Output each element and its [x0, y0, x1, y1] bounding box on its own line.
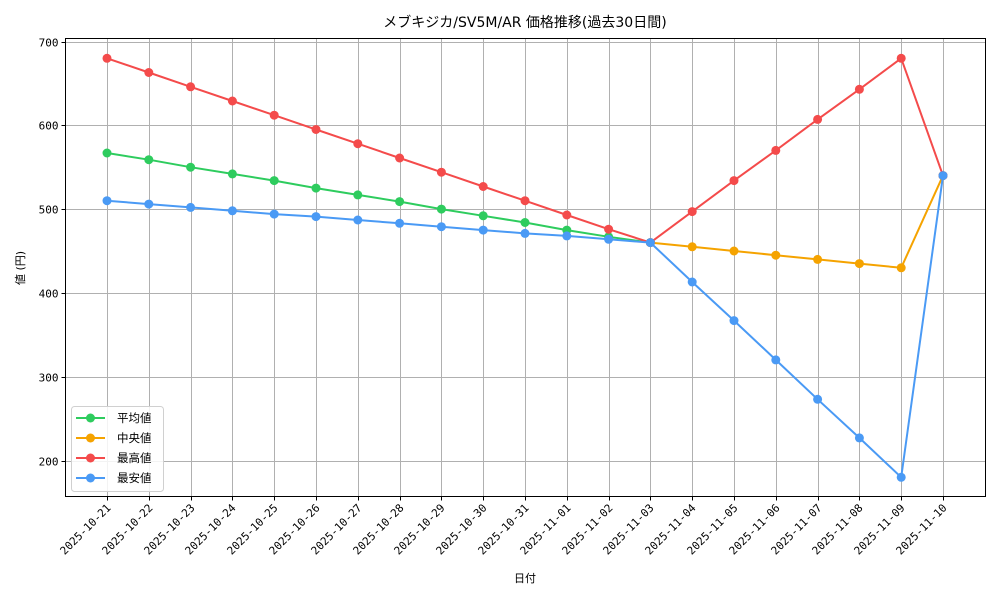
data-point: [520, 228, 530, 238]
y-tick-label: 700: [39, 37, 59, 50]
data-point: [227, 169, 237, 179]
legend-box: [71, 406, 164, 492]
data-point: [478, 225, 488, 235]
legend-item: 最安値: [76, 471, 152, 485]
x-axis-label: 日付: [514, 572, 536, 585]
data-point: [478, 211, 488, 221]
series-3: [102, 171, 948, 482]
legend-marker-icon: [86, 453, 95, 463]
data-point: [645, 238, 655, 248]
data-point: [311, 212, 321, 222]
data-point: [771, 355, 781, 365]
data-point: [144, 155, 154, 165]
data-point: [353, 190, 363, 200]
data-point: [436, 204, 446, 214]
data-point: [269, 110, 279, 120]
data-point: [520, 218, 530, 227]
series-line: [650, 175, 944, 269]
y-axis-label: 値 (円): [14, 251, 27, 285]
data-point: [436, 167, 446, 177]
data-point: [687, 207, 697, 217]
data-point: [729, 316, 739, 326]
data-point: [896, 472, 906, 482]
series-0: [102, 148, 655, 248]
data-point: [729, 176, 739, 186]
data-point: [144, 199, 154, 209]
legend-marker-icon: [86, 433, 95, 443]
x-axis-ticks: 2025-10-212025-10-222025-10-232025-10-24…: [58, 496, 950, 557]
y-tick-label: 400: [39, 288, 59, 301]
y-tick-label: 200: [39, 456, 59, 469]
data-series: [102, 53, 948, 482]
data-point: [186, 202, 196, 212]
data-point: [227, 206, 237, 216]
data-point: [896, 263, 906, 273]
legend-label: 最高値: [117, 451, 152, 465]
data-point: [896, 53, 906, 63]
series-2: [102, 53, 948, 248]
y-tick-label: 600: [39, 120, 59, 133]
y-tick-label: 500: [39, 204, 59, 217]
data-point: [102, 148, 112, 158]
legend-label: 最安値: [117, 471, 152, 485]
data-point: [436, 222, 446, 232]
data-point: [395, 197, 405, 207]
data-point: [813, 254, 823, 264]
legend-item: 中央値: [76, 431, 152, 445]
legend-item: 最高値: [76, 451, 152, 465]
series-line: [106, 152, 651, 244]
data-point: [269, 176, 279, 186]
data-point: [520, 196, 530, 206]
data-point: [604, 234, 614, 244]
data-point: [311, 183, 321, 193]
chart-title: メブキジカ/SV5M/AR 価格推移(過去30日間): [383, 14, 666, 31]
data-point: [395, 153, 405, 163]
legend-label: 平均値: [117, 411, 152, 425]
data-point: [353, 215, 363, 225]
data-point: [854, 433, 864, 443]
data-point: [771, 250, 781, 260]
legend-marker-icon: [86, 473, 95, 483]
data-point: [353, 139, 363, 149]
data-point: [186, 82, 196, 92]
data-point: [813, 114, 823, 124]
data-point: [102, 53, 112, 63]
data-point: [311, 125, 321, 134]
data-point: [854, 84, 864, 94]
data-point: [854, 259, 864, 269]
data-point: [687, 277, 697, 287]
data-point: [478, 182, 488, 191]
y-tick-label: 300: [39, 372, 59, 385]
data-point: [186, 162, 196, 172]
data-point: [771, 145, 781, 155]
data-point: [813, 394, 823, 404]
data-point: [102, 196, 112, 206]
data-point: [269, 209, 279, 219]
data-point: [729, 246, 739, 256]
data-point: [604, 224, 614, 234]
y-axis-ticks: 200 300 400 500 600 700: [39, 37, 66, 469]
data-point: [395, 218, 405, 228]
legend-label: 中央値: [117, 431, 152, 445]
data-point: [144, 68, 154, 77]
data-point: [938, 171, 948, 181]
series-1: [645, 171, 948, 273]
legend-item: 平均値: [76, 411, 152, 425]
data-point: [562, 231, 572, 241]
data-point: [562, 210, 572, 220]
data-point: [687, 242, 697, 252]
data-point: [227, 96, 237, 106]
legend-marker-icon: [86, 413, 95, 423]
